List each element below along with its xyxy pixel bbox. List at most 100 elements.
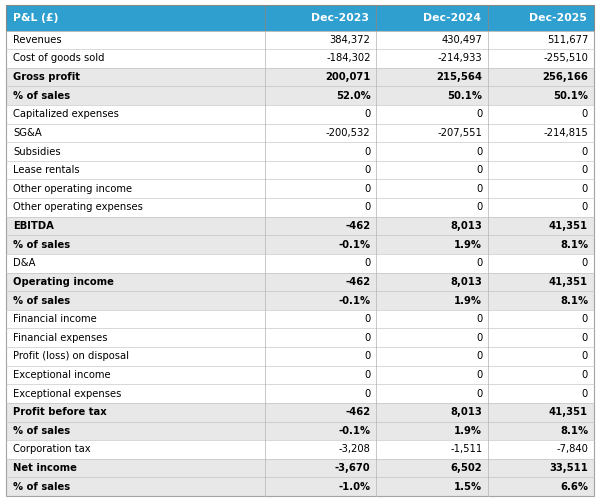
Text: 430,497: 430,497: [442, 35, 482, 45]
Bar: [265, 68, 376, 86]
Bar: [265, 198, 376, 217]
Bar: [488, 366, 594, 384]
Text: 0: 0: [364, 333, 371, 343]
Text: 215,564: 215,564: [436, 72, 482, 82]
Bar: [376, 31, 488, 49]
Text: 0: 0: [582, 333, 588, 343]
Bar: [488, 5, 594, 31]
Text: -184,302: -184,302: [326, 54, 371, 64]
Bar: [6, 198, 265, 217]
Bar: [488, 86, 594, 105]
Bar: [265, 179, 376, 198]
Text: -0.1%: -0.1%: [338, 239, 371, 249]
Text: -214,815: -214,815: [544, 128, 588, 138]
Bar: [488, 254, 594, 273]
Bar: [376, 198, 488, 217]
Text: 50.1%: 50.1%: [447, 91, 482, 101]
Text: Cost of goods sold: Cost of goods sold: [13, 54, 104, 64]
Text: 0: 0: [582, 109, 588, 119]
Text: 8.1%: 8.1%: [560, 296, 588, 306]
Text: 8,013: 8,013: [451, 221, 482, 231]
Bar: [265, 477, 376, 496]
Text: Net income: Net income: [13, 463, 77, 473]
Text: 0: 0: [364, 202, 371, 212]
Bar: [6, 347, 265, 366]
Text: 0: 0: [582, 389, 588, 399]
Text: 0: 0: [476, 258, 482, 268]
Bar: [265, 105, 376, 124]
Text: 384,372: 384,372: [329, 35, 371, 45]
Text: Profit (loss) on disposal: Profit (loss) on disposal: [13, 351, 129, 361]
Bar: [265, 5, 376, 31]
Bar: [265, 329, 376, 347]
Text: 0: 0: [582, 370, 588, 380]
Bar: [6, 477, 265, 496]
Bar: [6, 217, 265, 235]
Text: -255,510: -255,510: [543, 54, 588, 64]
Text: Gross profit: Gross profit: [13, 72, 80, 82]
Text: Dec-2025: Dec-2025: [529, 13, 587, 23]
Bar: [376, 235, 488, 254]
Text: Other operating income: Other operating income: [13, 184, 132, 194]
Bar: [376, 273, 488, 291]
Bar: [265, 254, 376, 273]
Bar: [265, 49, 376, 68]
Bar: [265, 459, 376, 477]
Bar: [6, 384, 265, 403]
Text: 0: 0: [582, 351, 588, 361]
Text: Dec-2024: Dec-2024: [423, 13, 481, 23]
Text: % of sales: % of sales: [13, 426, 70, 436]
Text: 41,351: 41,351: [549, 407, 588, 417]
Text: -7,840: -7,840: [556, 444, 588, 454]
Text: 0: 0: [582, 184, 588, 194]
Text: 511,677: 511,677: [547, 35, 588, 45]
Bar: [488, 124, 594, 142]
Text: 0: 0: [582, 202, 588, 212]
Bar: [376, 161, 488, 179]
Bar: [265, 161, 376, 179]
Text: 1.9%: 1.9%: [454, 426, 482, 436]
Bar: [265, 291, 376, 310]
Text: 8,013: 8,013: [451, 277, 482, 287]
Bar: [6, 254, 265, 273]
Bar: [265, 86, 376, 105]
Text: % of sales: % of sales: [13, 91, 70, 101]
Text: % of sales: % of sales: [13, 481, 70, 491]
Bar: [376, 403, 488, 421]
Text: 0: 0: [582, 165, 588, 175]
Bar: [6, 49, 265, 68]
Bar: [376, 68, 488, 86]
Text: Revenues: Revenues: [13, 35, 62, 45]
Bar: [265, 142, 376, 161]
Bar: [488, 477, 594, 496]
Text: Lease rentals: Lease rentals: [13, 165, 80, 175]
Bar: [376, 124, 488, 142]
Text: Capitalized expenses: Capitalized expenses: [13, 109, 119, 119]
Bar: [6, 459, 265, 477]
Bar: [6, 291, 265, 310]
Bar: [6, 403, 265, 421]
Bar: [6, 5, 265, 31]
Text: D&A: D&A: [13, 258, 35, 268]
Bar: [6, 179, 265, 198]
Bar: [376, 421, 488, 440]
Text: 0: 0: [476, 165, 482, 175]
Bar: [488, 347, 594, 366]
Bar: [488, 161, 594, 179]
Bar: [6, 329, 265, 347]
Bar: [376, 440, 488, 459]
Bar: [488, 198, 594, 217]
Text: 0: 0: [364, 109, 371, 119]
Bar: [265, 347, 376, 366]
Bar: [488, 403, 594, 421]
Text: Exceptional expenses: Exceptional expenses: [13, 389, 121, 399]
Text: 0: 0: [476, 109, 482, 119]
Bar: [376, 49, 488, 68]
Text: -462: -462: [346, 221, 371, 231]
Text: 200,071: 200,071: [325, 72, 371, 82]
Bar: [6, 68, 265, 86]
Bar: [376, 217, 488, 235]
Bar: [488, 291, 594, 310]
Text: 0: 0: [476, 351, 482, 361]
Text: 33,511: 33,511: [549, 463, 588, 473]
